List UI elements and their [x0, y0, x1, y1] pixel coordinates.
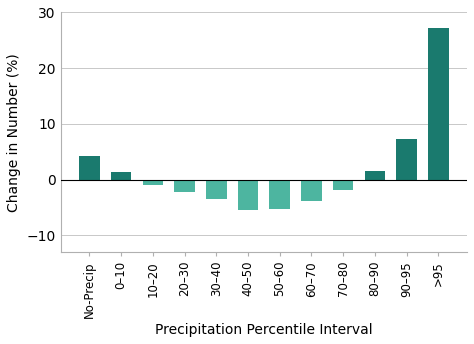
Bar [301, 180, 322, 201]
Bar [333, 180, 354, 190]
Y-axis label: Change in Number (%): Change in Number (%) [7, 53, 21, 212]
Bar [269, 180, 290, 208]
Bar [206, 180, 227, 199]
Bar [79, 156, 100, 180]
Bar [111, 172, 131, 180]
Bar [396, 139, 417, 180]
Bar [143, 180, 163, 185]
Bar [428, 28, 448, 180]
Bar [365, 171, 385, 180]
Bar [174, 180, 195, 192]
X-axis label: Precipitation Percentile Interval: Precipitation Percentile Interval [155, 323, 373, 337]
Bar [237, 180, 258, 210]
